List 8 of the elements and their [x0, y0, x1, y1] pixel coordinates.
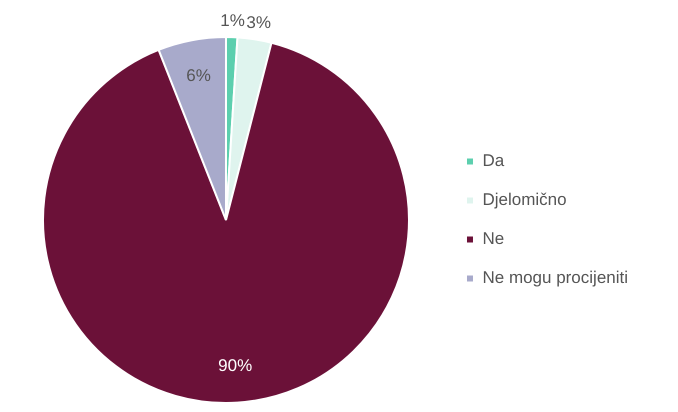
- data-label: 6%: [186, 66, 211, 85]
- data-label: 3%: [246, 13, 271, 32]
- legend-label: Djelomično: [482, 190, 567, 210]
- data-label: 1%: [220, 10, 245, 30]
- legend-label: Da: [482, 151, 505, 170]
- legend-label: Ne mogu procijeniti: [482, 268, 628, 288]
- data-label: 90%: [218, 356, 252, 375]
- legend-label: Ne: [482, 229, 504, 248]
